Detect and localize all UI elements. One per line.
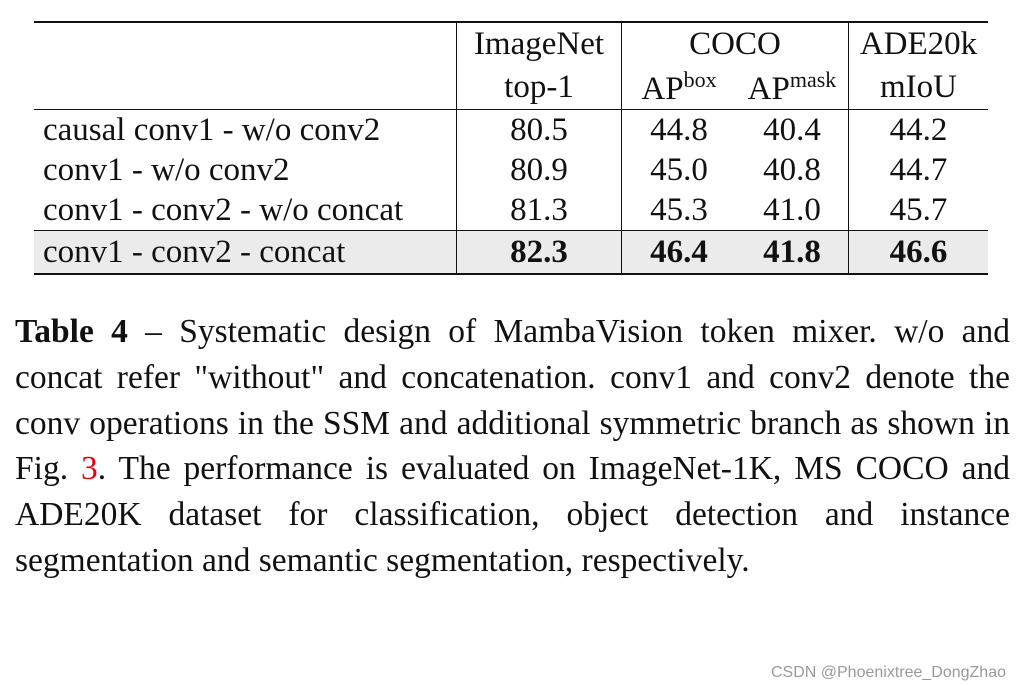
cell-miou: 46.6	[848, 230, 988, 275]
subheader-miou: mIoU	[848, 65, 988, 110]
subheader-ap-mask: APmask	[736, 65, 849, 110]
table-row-best: conv1 - conv2 - concat 82.3 46.4 41.8 46…	[34, 230, 988, 275]
header-coco: COCO	[621, 21, 849, 65]
subheader-top1: top-1	[456, 65, 622, 110]
cell-miou: 44.2	[848, 109, 988, 150]
cell-ap-box: 44.8	[621, 109, 736, 150]
cell-ap-mask: 41.8	[736, 230, 849, 275]
watermark: CSDN @Phoenixtree_DongZhao	[770, 664, 1006, 681]
table-row: causal conv1 - w/o conv2 80.5 44.8 40.4 …	[34, 109, 988, 150]
cell-miou: 45.7	[848, 190, 988, 231]
subheader-empty-cell	[34, 65, 457, 110]
table-header-row: ImageNet COCO ADE20k	[34, 21, 988, 65]
table-row: conv1 - w/o conv2 80.9 45.0 40.8 44.7	[34, 150, 988, 190]
row-name: conv1 - conv2 - concat	[34, 230, 457, 275]
header-ade20k: ADE20k	[848, 21, 988, 65]
header-empty-cell	[34, 21, 457, 65]
caption-text-before-ref: – Systematic design of MambaVision token…	[15, 313, 1011, 488]
caption-text-after-ref: . The performance is evaluated on ImageN…	[15, 450, 1010, 579]
cell-top1: 81.3	[456, 190, 622, 231]
row-name: conv1 - conv2 - w/o concat	[43, 191, 404, 228]
cell-top1: 80.5	[456, 109, 622, 150]
header-imagenet: ImageNet	[456, 21, 622, 65]
figure-reference-link[interactable]: 3	[81, 450, 98, 488]
caption-label: Table 4	[15, 313, 128, 350]
cell-ap-box: 45.3	[621, 190, 736, 231]
row-name: conv1 - w/o conv2	[43, 151, 290, 188]
results-table: ImageNet COCO ADE20k top-1 APbox APmask …	[34, 21, 988, 275]
ap-mask-base: AP	[747, 70, 790, 107]
ap-box-base: AP	[641, 70, 684, 107]
cell-top1: 80.9	[456, 150, 622, 190]
cell-ap-box: 46.4	[621, 230, 736, 275]
ap-box-sup: box	[683, 66, 717, 92]
cell-miou: 44.7	[848, 150, 988, 190]
cell-ap-mask: 40.4	[736, 109, 849, 150]
table-caption: Table 4 – Systematic design of MambaVisi…	[15, 309, 1010, 584]
cell-ap-box: 45.0	[621, 150, 736, 190]
table-subheader-row: top-1 APbox APmask mIoU	[34, 65, 988, 110]
cell-ap-mask: 40.8	[763, 151, 821, 188]
ap-mask-sup: mask	[789, 66, 837, 92]
subheader-ap-box: APbox	[621, 65, 736, 110]
cell-top1: 82.3	[456, 230, 622, 275]
cell-ap-mask: 41.0	[763, 191, 821, 228]
row-name: causal conv1 - w/o conv2	[34, 109, 457, 150]
table-row: conv1 - conv2 - w/o concat 81.3 45.3 41.…	[34, 190, 988, 231]
